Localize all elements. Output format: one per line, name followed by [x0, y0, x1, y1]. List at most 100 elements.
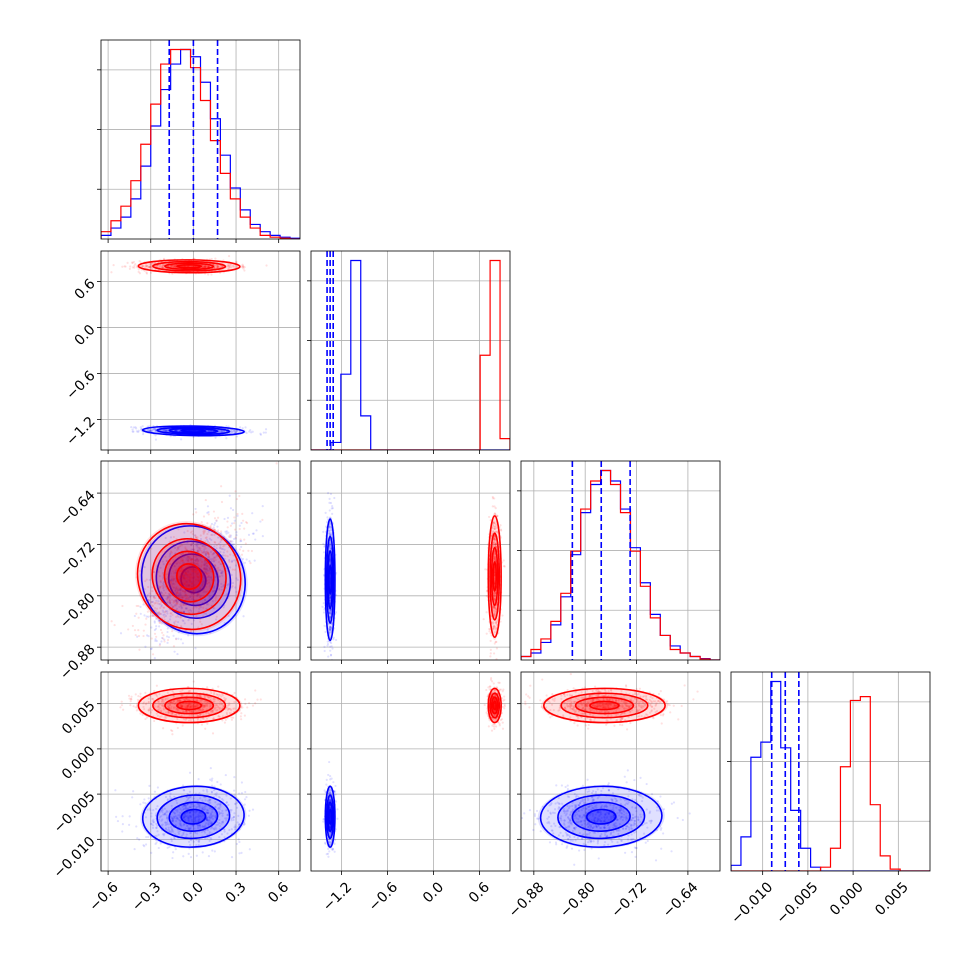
sample-point — [165, 635, 169, 638]
sample-point — [329, 610, 332, 613]
sample-point — [189, 580, 192, 583]
sample-point — [217, 807, 220, 810]
sample-point — [182, 855, 185, 858]
sample-point — [157, 619, 160, 622]
sample-point — [494, 513, 497, 516]
sample-point — [491, 532, 494, 535]
sample-point — [191, 576, 194, 579]
blue-samples — [114, 767, 255, 860]
sample-point — [182, 789, 185, 792]
sample-point — [324, 511, 327, 514]
sample-point — [184, 573, 187, 576]
sample-point — [149, 822, 153, 825]
sample-point — [197, 575, 200, 579]
sample-point — [194, 534, 197, 537]
hist-panel-1 — [307, 250, 511, 454]
sample-point — [197, 818, 200, 821]
sample-point — [179, 624, 183, 628]
sample-point — [164, 795, 168, 799]
sample-point — [212, 586, 216, 589]
sample-point — [238, 430, 241, 433]
sample-point — [205, 579, 209, 582]
sample-point — [197, 815, 200, 818]
sample-point — [157, 611, 161, 614]
sample-point — [172, 586, 176, 589]
sample-point — [491, 622, 495, 625]
sample-point — [211, 590, 214, 593]
sample-point — [168, 830, 171, 833]
sample-point — [492, 652, 496, 655]
sample-point — [494, 591, 497, 594]
sample-point — [179, 544, 182, 548]
sample-point — [190, 558, 193, 561]
sample-point — [159, 602, 162, 605]
sample-point — [169, 265, 173, 268]
sample-point — [328, 611, 331, 614]
sample-point — [188, 577, 192, 580]
sample-point — [131, 624, 134, 628]
sample-point — [176, 594, 179, 597]
sample-point — [233, 516, 236, 519]
sample-point — [233, 429, 236, 433]
sample-point — [174, 429, 177, 432]
sample-point — [189, 815, 193, 818]
sample-point — [189, 573, 192, 576]
sample-point — [207, 273, 210, 276]
panel-frame — [100, 250, 301, 451]
sample-point — [193, 591, 196, 595]
sample-point — [145, 615, 148, 618]
sample-point — [495, 658, 498, 660]
sample-point — [192, 619, 195, 622]
sample-point — [149, 594, 152, 598]
sample-point — [250, 549, 254, 553]
sample-point — [494, 591, 497, 594]
sample-point — [147, 599, 150, 602]
sample-point — [165, 429, 168, 432]
sample-point — [189, 558, 192, 562]
sample-point — [329, 560, 332, 563]
sample-point — [216, 516, 220, 519]
sample-point — [190, 592, 193, 595]
sample-point — [190, 561, 193, 564]
sample-point — [186, 596, 189, 599]
sample-point — [192, 589, 195, 592]
sample-point — [141, 265, 144, 268]
sample-point — [169, 595, 172, 599]
sample-point — [328, 558, 332, 561]
sample-point — [194, 555, 197, 558]
red-contour — [164, 262, 215, 271]
sample-point — [188, 811, 192, 814]
sample-point — [166, 817, 169, 820]
sample-point — [207, 553, 210, 556]
sample-point — [194, 507, 197, 511]
sample-point — [220, 811, 223, 815]
sample-point — [205, 561, 209, 564]
sample-point — [180, 638, 183, 641]
sample-point — [191, 557, 194, 561]
sample-point — [235, 806, 239, 809]
sample-point — [176, 601, 179, 604]
sample-point — [206, 265, 209, 269]
sample-point — [209, 827, 212, 830]
sample-point — [182, 577, 186, 580]
sample-point — [176, 602, 179, 605]
sample-point — [151, 614, 154, 617]
sample-point — [159, 842, 162, 845]
sample-point — [223, 830, 226, 833]
sample-point — [181, 589, 184, 593]
sample-point — [179, 575, 182, 579]
sample-point — [167, 828, 171, 832]
sample-point — [230, 828, 233, 831]
sample-point — [165, 428, 168, 431]
sample-point — [241, 557, 245, 561]
sample-point — [232, 265, 236, 268]
sample-point — [326, 516, 329, 519]
sample-point — [228, 560, 231, 563]
sample-point — [198, 605, 201, 608]
sample-point — [175, 801, 179, 805]
sample-point — [190, 543, 193, 546]
sample-point — [233, 559, 236, 562]
sample-point — [163, 640, 166, 643]
sample-point — [485, 594, 488, 598]
sample-point — [175, 816, 179, 819]
